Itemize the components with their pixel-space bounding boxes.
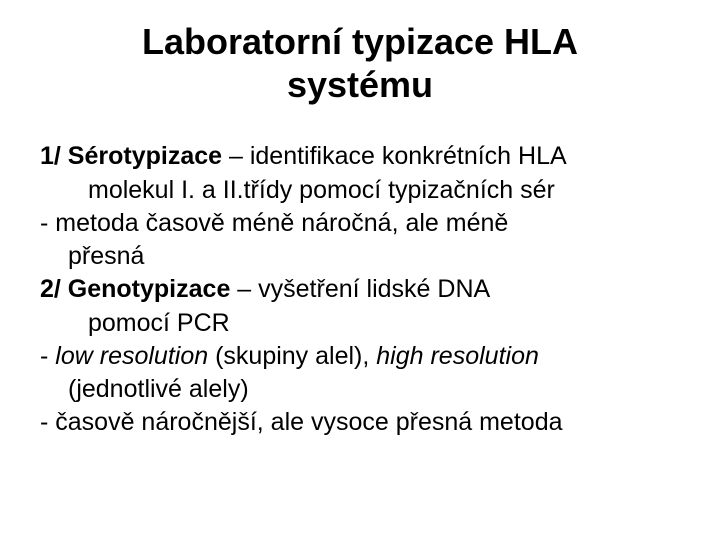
dash-1-line-2: přesná [40,241,680,272]
page-title: Laboratorní typizace HLA systému [40,20,680,106]
item-1-rest: – identifikace konkrétních HLA [222,142,567,170]
dash-2-line-1: - low resolution (skupiny alel), high re… [40,341,680,372]
item-1-line-1: 1/ Sérotypizace – identifikace konkrétní… [40,141,680,172]
item-2-label: 2/ Genotypizace [40,275,230,303]
item-1-label: 1/ Sérotypizace [40,142,222,170]
dash-1-line-1: - metoda časově méně náročná, ale méně [40,208,680,239]
item-2-line-2: pomocí PCR [40,308,680,339]
item-2-rest: – vyšetření lidské DNA [230,275,490,303]
dash-2-prefix: - [40,342,55,370]
dash-2-italic-2: high resolution [376,342,539,370]
dash-3-line-1: - časově náročnější, ale vysoce přesná m… [40,407,680,438]
dash-2-mid: (skupiny alel), [208,342,376,370]
dash-2-italic-1: low resolution [55,342,208,370]
dash-2-line-2: (jednotlivé alely) [40,374,680,405]
item-1-line-2: molekul I. a II.třídy pomocí typizačních… [40,175,680,206]
item-2-line-1: 2/ Genotypizace – vyšetření lidské DNA [40,274,680,305]
content-body: 1/ Sérotypizace – identifikace konkrétní… [40,141,680,438]
